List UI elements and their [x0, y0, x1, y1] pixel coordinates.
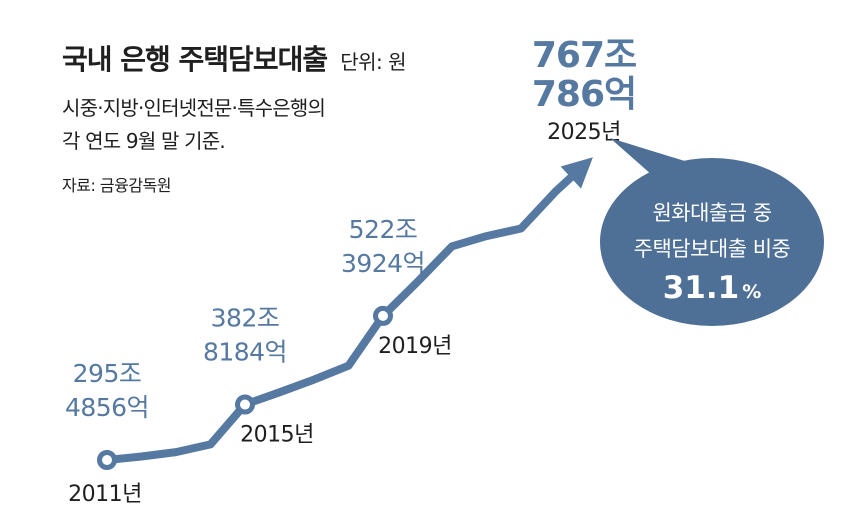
value-label-2025-jo: 767조 — [532, 35, 636, 76]
subtitle-line-2: 각 연도 9월 말 기준. — [62, 129, 226, 153]
year-label-2025: 2025년 — [547, 120, 621, 145]
value-label-2011-jo: 295조 — [73, 359, 142, 388]
value-label-2015-eok: 8184억 — [203, 338, 287, 367]
value-label-2011-eok: 4856억 — [65, 393, 149, 422]
value-label-2019-eok: 3924억 — [341, 249, 425, 278]
value-label-2019-jo: 522조 — [349, 215, 418, 244]
source-note: 자료: 금융감독원 — [62, 176, 172, 195]
year-label-2019: 2019년 — [378, 334, 452, 359]
annotation-value-unit: % — [742, 281, 761, 303]
unit-label: 단위: 원 — [340, 50, 406, 74]
annotation-value-number: 31.1 — [663, 270, 740, 306]
chart-title-text: 국내 은행 주택담보대출 — [62, 43, 328, 76]
data-point-2019 — [373, 305, 393, 326]
annotation-bubble — [600, 158, 824, 326]
annotation-line-2: 주택담보대출 비중 — [634, 237, 791, 261]
arrow-head-icon — [560, 157, 593, 189]
year-label-2011: 2011년 — [68, 482, 142, 507]
annotation-value: 31.1% — [663, 270, 762, 306]
value-label-2015-jo: 382조 — [211, 304, 280, 333]
year-label-2015: 2015년 — [240, 423, 314, 448]
value-label-2025-eok: 786억 — [532, 74, 636, 115]
series-line — [103, 172, 577, 464]
subtitle-line-1: 시중·지방·인터넷전문·특수은행의 — [62, 96, 326, 120]
data-point-2011 — [97, 450, 117, 470]
annotation-line-1: 원화대출금 중 — [652, 201, 771, 225]
chart-title: 국내 은행 주택담보대출 단위: 원 — [62, 38, 406, 78]
data-point-2015 — [235, 394, 255, 415]
chart-subtitle: 시중·지방·인터넷전문·특수은행의 각 연도 9월 말 기준. — [62, 92, 326, 158]
